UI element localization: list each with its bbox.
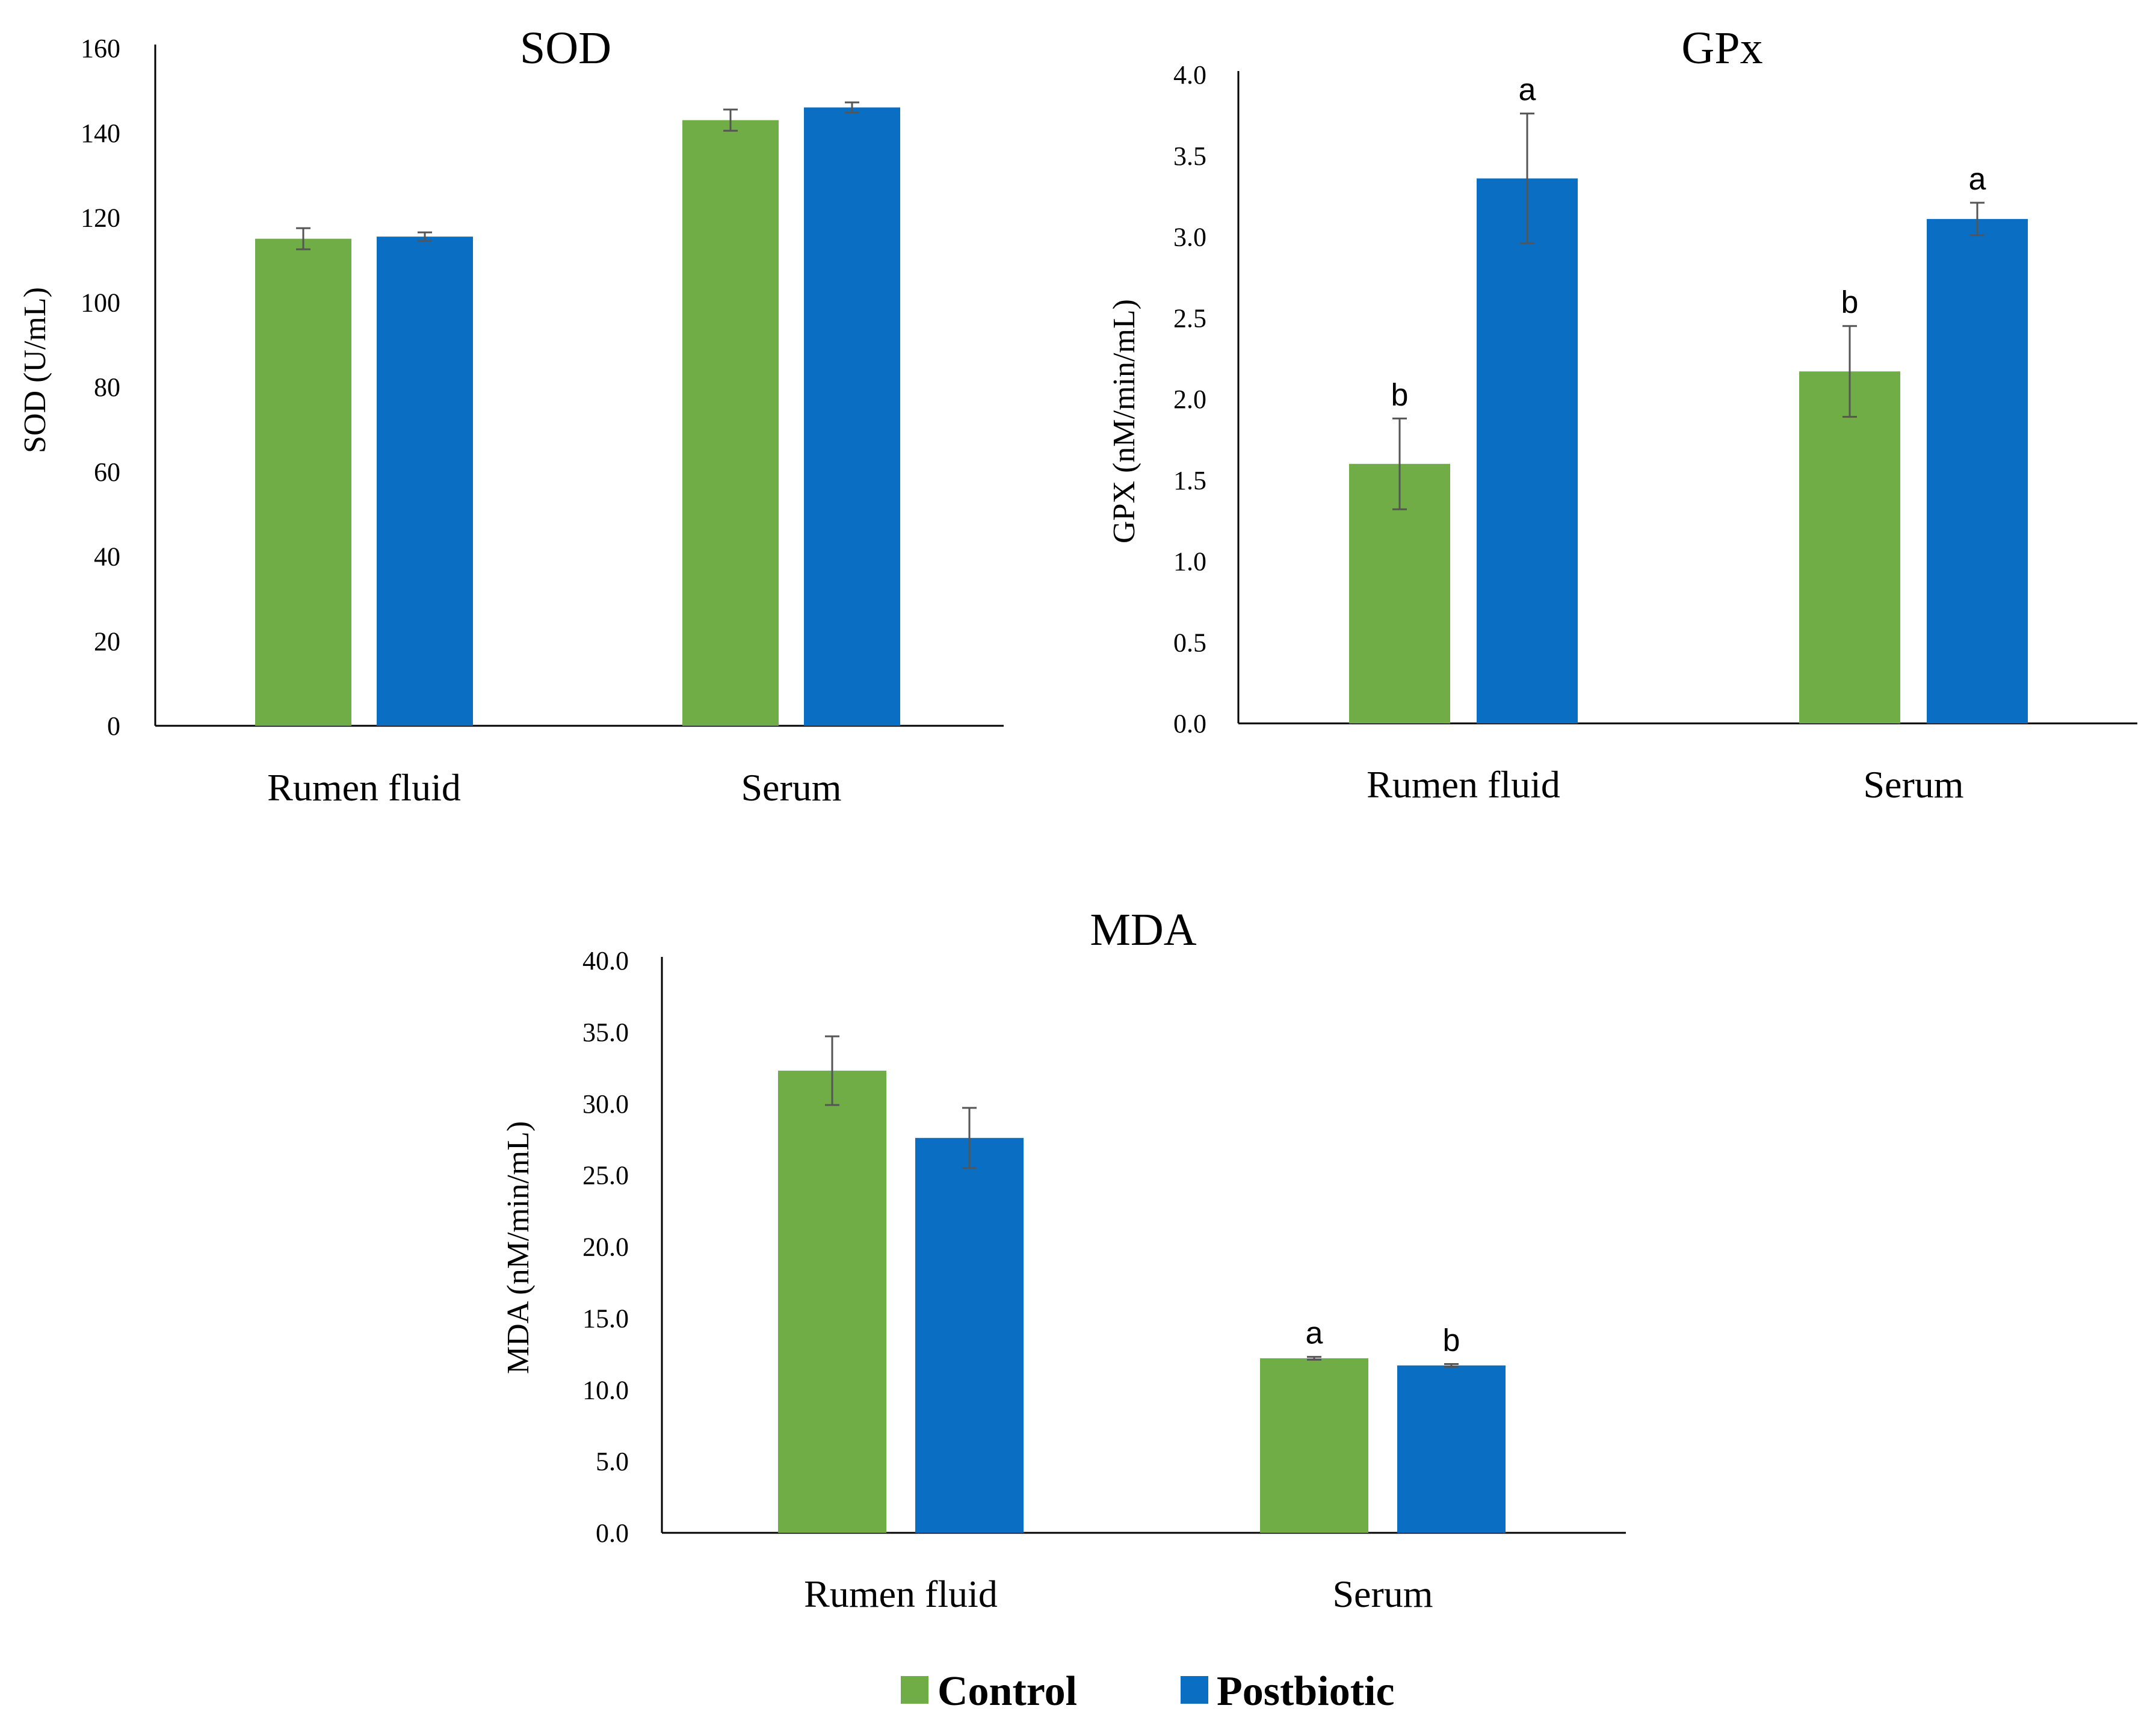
chart-title: GPx <box>1681 23 1762 73</box>
y-tick-label: 35.0 <box>582 1018 629 1047</box>
legend-swatch-postbiotic <box>1181 1676 1208 1704</box>
y-tick-label: 40 <box>94 542 120 572</box>
x-category-label: Rumen fluid <box>804 1573 998 1615</box>
bar-postbiotic-rumen-fluid <box>377 237 473 726</box>
y-axis-label: MDA (nM/min/mL) <box>501 1121 536 1374</box>
significance-label: b <box>1443 1323 1460 1358</box>
y-tick-label: 0.0 <box>596 1518 629 1548</box>
y-tick-label: 1.5 <box>1173 466 1206 495</box>
x-category-label: Rumen fluid <box>1367 763 1560 806</box>
significance-label: a <box>1519 73 1536 108</box>
y-tick-label: 20 <box>94 626 120 656</box>
y-tick-label: 5.0 <box>596 1447 629 1476</box>
y-tick-label: 0.0 <box>1173 709 1206 738</box>
bar-postbiotic-serum <box>804 107 900 726</box>
y-tick-label: 3.5 <box>1173 141 1206 171</box>
y-tick-label: 10.0 <box>582 1375 629 1405</box>
sod-chart: SOD SOD (U/mL) 0 20 40 60 80 100 120 140 160 Rumen … <box>18 23 1004 809</box>
y-tick-label: 25.0 <box>582 1161 629 1190</box>
y-tick-label: 3.0 <box>1173 223 1206 252</box>
legend-label-postbiotic: Postbiotic <box>1217 1668 1395 1715</box>
bar-postbiotic-serum <box>1927 218 2028 724</box>
x-category-label: Rumen fluid <box>267 766 461 809</box>
y-tick-label: 4.0 <box>1173 60 1206 90</box>
y-tick-label: 60 <box>94 457 120 487</box>
legend: Control Postbiotic <box>901 1668 1395 1715</box>
y-tick-label: 40.0 <box>582 946 629 976</box>
bar-control-rumen-fluid <box>255 238 351 726</box>
bar-postbiotic-rumen-fluid <box>915 1137 1024 1533</box>
bar-control-serum <box>682 120 779 726</box>
legend-label-control: Control <box>937 1668 1077 1715</box>
gpx-chart: GPx GPX (nM/min/mL) 0.0 0.5 1.0 1.5 2.0 2.5 3.0 3… <box>1107 23 2137 806</box>
legend-swatch-control <box>901 1676 928 1704</box>
y-tick-label: 20.0 <box>582 1233 629 1262</box>
y-tick-label: 30.0 <box>582 1089 629 1119</box>
bar-control-serum <box>1260 1358 1368 1533</box>
y-tick-label: 140 <box>81 119 120 148</box>
chart-title: MDA <box>1090 905 1196 955</box>
significance-label: b <box>1841 285 1859 320</box>
bar-postbiotic-serum <box>1397 1365 1506 1533</box>
y-tick-label: 0 <box>107 711 120 741</box>
significance-label: a <box>1969 162 1986 197</box>
significance-label: b <box>1391 377 1409 412</box>
mda-chart: MDA MDA (nM/min/mL) 0.0 5.0 10.0 15.0 20.0 25.0… <box>501 905 1626 1615</box>
chart-title: SOD <box>520 23 611 73</box>
y-tick-label: 0.5 <box>1173 628 1206 657</box>
y-tick-label: 1.0 <box>1173 547 1206 577</box>
x-category-label: Serum <box>1332 1573 1433 1615</box>
y-tick-label: 100 <box>81 288 120 317</box>
bar-postbiotic-rumen-fluid <box>1477 178 1578 724</box>
y-tick-label: 2.0 <box>1173 385 1206 414</box>
significance-label: a <box>1306 1316 1323 1351</box>
y-axis-label: GPX (nM/min/mL) <box>1107 299 1141 543</box>
y-tick-label: 120 <box>81 203 120 233</box>
y-axis-label: SOD (U/mL) <box>18 287 52 453</box>
bar-control-serum <box>1799 371 1900 723</box>
y-tick-label: 2.5 <box>1173 303 1206 333</box>
bar-control-rumen-fluid <box>778 1071 886 1533</box>
y-tick-label: 80 <box>94 373 120 402</box>
x-category-label: Serum <box>1863 763 1963 806</box>
x-category-label: Serum <box>741 766 841 809</box>
y-tick-label: 160 <box>81 34 120 63</box>
y-tick-label: 15.0 <box>582 1304 629 1333</box>
